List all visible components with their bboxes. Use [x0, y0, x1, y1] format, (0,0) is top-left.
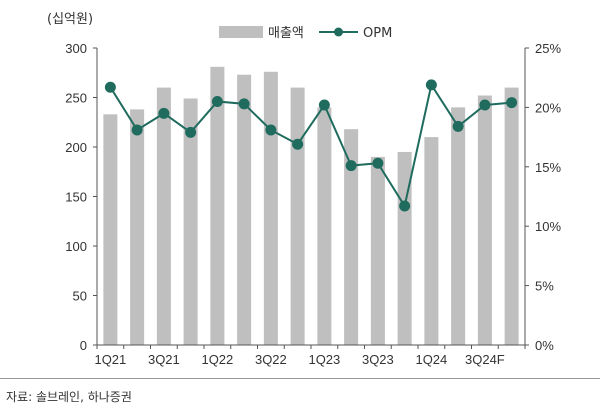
opm-point-3Q22 [265, 124, 277, 136]
y-left-tick-label: 50 [73, 289, 87, 304]
y-right-tick-label: 0% [535, 338, 554, 353]
opm-point-2Q21 [131, 124, 143, 136]
y-left-tick-label: 0 [80, 338, 87, 353]
bar-3Q24F [477, 95, 492, 346]
x-tick-label: 3Q24F [465, 352, 505, 367]
bar-1Q24 [424, 137, 439, 345]
opm-point-4Q22 [292, 138, 304, 150]
opm-point-2Q24 [452, 120, 464, 132]
bar-2Q21 [130, 109, 145, 345]
bar-4Q22 [290, 87, 305, 345]
y-left-tick-label: 150 [65, 190, 87, 205]
opm-point-4Q23 [399, 200, 411, 212]
x-tick-label: 1Q24 [415, 352, 447, 367]
x-tick-label: 1Q21 [94, 352, 126, 367]
bar-3Q22 [263, 71, 278, 345]
source-note: 자료: 솔브레인, 하나증권 [6, 390, 132, 404]
legend-marker-opm [334, 27, 343, 37]
opm-point-3Q21 [158, 107, 170, 119]
opm-point-4Q21 [185, 126, 197, 138]
y-left-unit-label: (십억원) [47, 12, 93, 27]
legend-swatch-revenue [219, 26, 263, 38]
opm-point-1Q23 [318, 99, 330, 111]
x-tick-label: 3Q23 [362, 352, 394, 367]
opm-series-line [109, 82, 512, 209]
bar-1Q22 [210, 66, 225, 345]
bar-1Q23 [317, 107, 332, 346]
y-right-tick-label: 10% [535, 219, 561, 234]
opm-point-1Q22 [211, 95, 223, 107]
legend: 매출액 OPM [219, 26, 392, 41]
revenue-bars [103, 66, 519, 346]
bar-3Q21 [156, 87, 171, 345]
bar-2Q23 [344, 129, 359, 345]
y-left-tick-label: 200 [65, 140, 87, 155]
opm-point-4Q24F [506, 97, 518, 109]
x-tick-label: 1Q23 [308, 352, 340, 367]
opm-line [104, 79, 518, 212]
y-left-tick-label: 250 [65, 91, 87, 106]
source-divider [0, 378, 600, 379]
legend-label-revenue: 매출액 [268, 26, 304, 41]
y-right-tick-label: 25% [535, 41, 561, 56]
bar-2Q24 [451, 107, 466, 346]
y-right-tick-label: 20% [535, 100, 561, 115]
axes: 0 50 100 150 200 250 300 0% 5% 10% 15% 20% 25% 1Q21 3Q… [47, 12, 561, 367]
x-tick-label: 3Q21 [148, 352, 180, 367]
opm-point-1Q24 [425, 79, 437, 91]
bar-2Q22 [237, 74, 252, 345]
bar-4Q21 [183, 98, 198, 346]
bar-3Q23 [370, 156, 385, 345]
x-tick-label: 3Q22 [255, 352, 287, 367]
opm-point-2Q22 [238, 98, 250, 110]
opm-point-3Q24F [479, 99, 491, 111]
opm-point-1Q21 [104, 81, 116, 93]
opm-point-3Q23 [372, 157, 384, 169]
x-tick-label: 1Q22 [201, 352, 233, 367]
y-right-tick-label: 15% [535, 160, 561, 175]
bar-4Q24F [504, 87, 519, 345]
y-left-tick-label: 300 [65, 41, 87, 56]
y-left-tick-label: 100 [65, 239, 87, 254]
legend-label-opm: OPM [363, 26, 392, 41]
y-right-tick-label: 5% [535, 279, 554, 294]
opm-point-2Q23 [345, 160, 357, 172]
bar-1Q21 [103, 114, 118, 345]
